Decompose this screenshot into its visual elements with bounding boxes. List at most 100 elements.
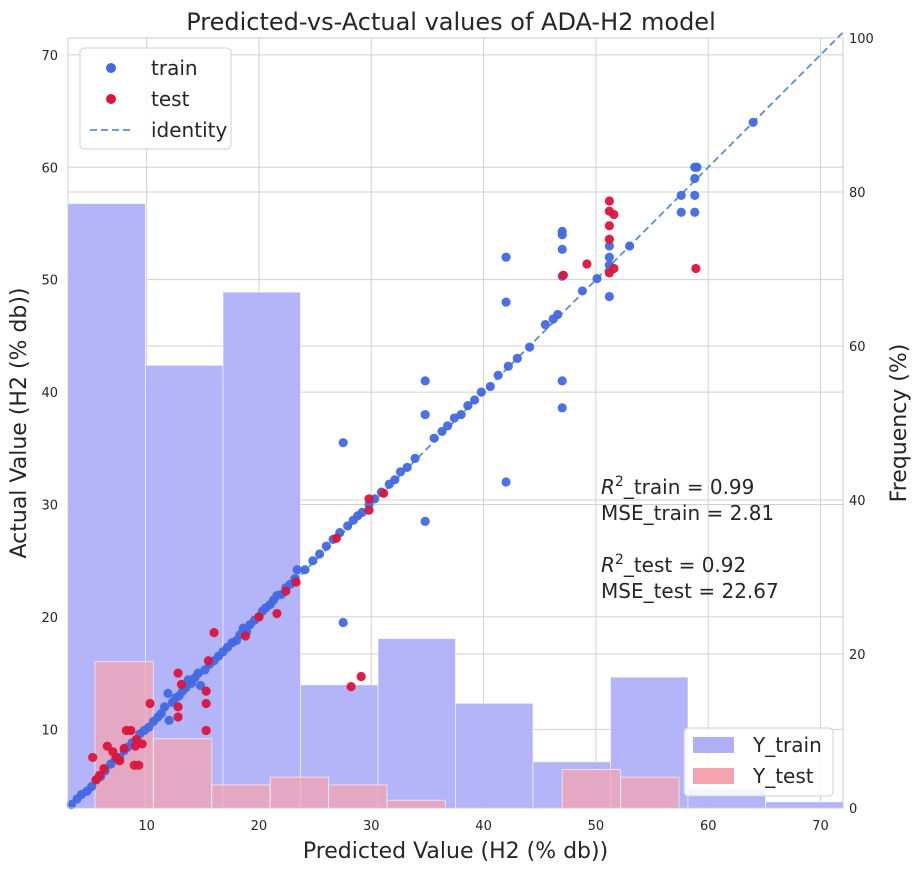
train-point: [690, 190, 700, 200]
histogram-bar-test: [561, 769, 622, 809]
histogram-bar-test: [211, 784, 271, 809]
train-point: [493, 370, 503, 380]
train-point: [604, 252, 614, 262]
train-point: [592, 273, 602, 284]
test-point: [356, 671, 366, 682]
train-point: [577, 286, 588, 296]
train-point: [557, 376, 567, 386]
train-point: [512, 353, 522, 363]
y2-tick-label: 0: [849, 802, 857, 817]
test-point: [254, 612, 264, 622]
x-tick-label: 20: [251, 819, 268, 834]
train-point: [159, 702, 170, 712]
test-point: [272, 608, 282, 619]
x-tick-label: 40: [475, 819, 492, 834]
train-point: [624, 241, 635, 251]
train-point: [314, 549, 325, 559]
test-point: [291, 577, 301, 587]
train-point: [163, 688, 173, 698]
test-point: [137, 739, 147, 749]
test-point: [99, 764, 109, 774]
train-point: [604, 291, 614, 302]
train-point: [503, 361, 513, 371]
train-point: [292, 565, 302, 575]
train-point: [501, 252, 511, 262]
test-point: [126, 725, 136, 736]
test-point: [331, 533, 342, 543]
histogram-bar-train: [377, 638, 456, 809]
y-tick-label: 30: [41, 498, 58, 513]
train-point: [501, 477, 511, 487]
train-point: [308, 556, 318, 566]
train-point: [420, 376, 430, 386]
train-point: [690, 207, 700, 217]
x-axis-label: Predicted Value (H2 (% db)): [303, 839, 608, 864]
train-point: [390, 475, 400, 485]
y-tick-label: 40: [41, 386, 58, 401]
chart-title: Predicted-vs-Actual values of ADA-H2 mod…: [186, 8, 716, 36]
test-point: [173, 702, 183, 712]
histogram-bar-test: [386, 799, 446, 809]
test-point: [379, 488, 389, 498]
test-point: [346, 681, 356, 692]
test-point: [604, 196, 614, 206]
histogram-bar-train: [765, 801, 844, 809]
y-tick-label: 60: [41, 161, 58, 176]
y2-tick-label: 20: [849, 648, 866, 663]
test-point: [88, 752, 98, 763]
train-point: [338, 438, 348, 448]
train-point: [402, 462, 412, 473]
x-tick-label: 50: [588, 819, 605, 834]
test-point: [201, 686, 211, 696]
train-point: [300, 565, 310, 575]
train-point: [195, 680, 206, 691]
train-point: [86, 782, 97, 792]
x-tick-label: 70: [812, 819, 829, 834]
annotation-line: MSE_test = 22.67: [601, 579, 779, 603]
y-axis-label: Actual Value (H2 (% db)): [7, 287, 32, 558]
legend-label: train: [151, 56, 198, 80]
train-point: [748, 117, 758, 127]
test-point: [209, 628, 219, 638]
legend2-swatch: [693, 768, 734, 784]
y-tick-label: 50: [41, 274, 58, 289]
train-point: [321, 541, 331, 551]
test-point: [604, 221, 614, 231]
train-point: [553, 309, 563, 320]
y-tick-label: 20: [41, 611, 58, 626]
x-tick-label: 60: [700, 819, 717, 834]
y2-tick-label: 80: [849, 186, 866, 201]
y-tick-label: 10: [41, 723, 58, 738]
test-point: [609, 263, 619, 274]
train-point: [501, 297, 511, 307]
test-point: [240, 631, 251, 641]
test-point: [201, 698, 211, 709]
test-point: [609, 209, 619, 220]
train-point: [463, 400, 473, 411]
train-point: [164, 715, 174, 725]
test-point: [115, 756, 125, 766]
y2-tick-label: 40: [849, 494, 866, 509]
annotation-line: R2_train = 0.99: [601, 474, 754, 499]
y2-tick-label: 60: [849, 340, 866, 355]
annotation-line: MSE_train = 2.81: [601, 501, 774, 525]
train-point: [469, 395, 480, 405]
legend-box: [79, 47, 232, 150]
histogram-bar-test: [152, 738, 213, 809]
train-point: [540, 320, 550, 330]
train-point: [343, 521, 353, 531]
legend-marker-test: [106, 94, 116, 104]
test-point: [145, 698, 155, 709]
scatter-points-layer: [66, 117, 758, 810]
annotation-line: R2_test = 0.92: [601, 552, 746, 577]
legend2-label: Y_test: [752, 764, 814, 788]
test-point: [364, 494, 374, 504]
test-point: [119, 743, 129, 754]
axis-ticks: 10 20 30 40 50 60 70 10 20 30 40 50 60 70 0 20 40 60 80 100: [41, 32, 873, 834]
histogram-bar-train: [222, 291, 301, 809]
legend-label: identity: [151, 118, 227, 142]
train-point: [395, 467, 406, 477]
test-point: [134, 760, 144, 770]
